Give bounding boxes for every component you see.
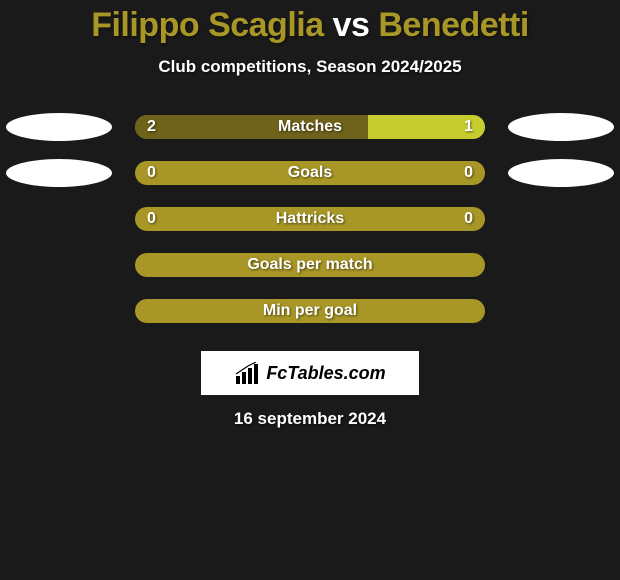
title: Filippo Scaglia vs Benedetti <box>0 6 620 45</box>
logo-text: FcTables.com <box>266 363 385 384</box>
stat-pill: Min per goal <box>135 299 485 323</box>
subtitle: Club competitions, Season 2024/2025 <box>0 57 620 77</box>
stat-pill: 0Goals0 <box>135 161 485 185</box>
stat-label: Goals per match <box>247 253 372 277</box>
player1-name: Filippo Scaglia <box>91 6 323 44</box>
stat-label: Min per goal <box>263 299 357 323</box>
chart-icon <box>234 362 262 384</box>
player2-ellipse <box>508 159 614 187</box>
stat-row: 0Hattricks0 <box>0 207 620 231</box>
stat-pill: 0Hattricks0 <box>135 207 485 231</box>
comparison-card: Filippo Scaglia vs Benedetti Club compet… <box>0 0 620 429</box>
player1-ellipse <box>6 159 112 187</box>
date-label: 16 september 2024 <box>0 409 620 429</box>
stat-row: 0Goals0 <box>0 161 620 185</box>
player1-ellipse <box>6 113 112 141</box>
stat-rows: 2Matches10Goals00Hattricks0Goals per mat… <box>0 115 620 323</box>
vs-text: vs <box>333 6 370 44</box>
stat-pill: 2Matches1 <box>135 115 485 139</box>
stat-label: Goals <box>135 161 485 185</box>
stat-value-right: 1 <box>464 115 473 139</box>
source-logo: FcTables.com <box>201 351 419 395</box>
stat-label: Hattricks <box>135 207 485 231</box>
stat-value-right: 0 <box>464 207 473 231</box>
stat-row: Goals per match <box>0 253 620 277</box>
player2-ellipse <box>508 113 614 141</box>
stat-pill: Goals per match <box>135 253 485 277</box>
stat-label: Matches <box>135 115 485 139</box>
player2-name: Benedetti <box>378 6 528 44</box>
stat-value-right: 0 <box>464 161 473 185</box>
stat-row: 2Matches1 <box>0 115 620 139</box>
stat-row: Min per goal <box>0 299 620 323</box>
